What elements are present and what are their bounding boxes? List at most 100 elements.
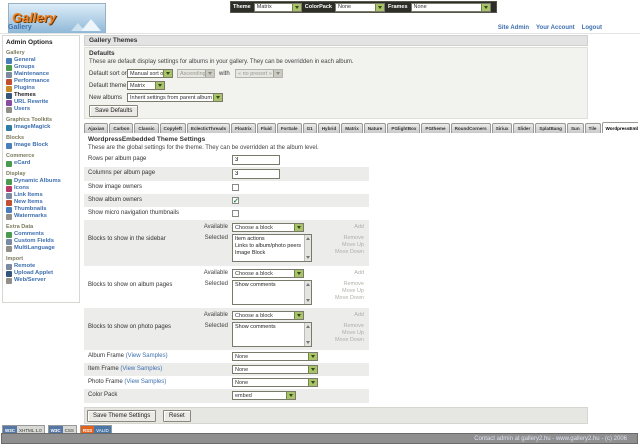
blocks-album-selected-listbox[interactable]: Show comments [232,280,312,305]
remove-link[interactable]: Remove [343,235,364,241]
theme-label: Theme [233,4,251,10]
view-samples-link[interactable]: (View Samples) [120,366,163,372]
sidebar-item-link-items[interactable]: Link Items [6,192,77,199]
list-item[interactable]: Show comments [235,282,276,288]
color-pack-select[interactable]: embed [232,391,296,400]
move-down-link[interactable]: Move Down [334,249,364,255]
tab-siriux[interactable]: Siriux [491,123,513,133]
item-frame-select[interactable]: None [232,365,318,374]
tab-eclecticthreads[interactable]: EclecticThreads [186,123,231,133]
tab-matrix[interactable]: Matrix [341,123,363,133]
tab-copyleft[interactable]: Copyleft [159,123,186,133]
sidebar-item-thumbnails[interactable]: Thumbnails [6,206,77,213]
reset-button[interactable]: Reset [163,410,191,422]
sidebar-item-ecard[interactable]: eCard [6,160,77,167]
tab-ajaxian[interactable]: Ajaxian [84,123,109,133]
tab-fluid[interactable]: Fluid [256,123,276,133]
sidebar-item-custom-fields[interactable]: Custom Fields [6,238,77,245]
list-item[interactable]: Item actions [235,236,265,242]
scrollbar[interactable] [304,323,311,346]
select-value: None [235,379,249,386]
sidebar-item-remote[interactable]: Remote [6,263,77,270]
move-down-link[interactable]: Move Down [334,337,364,343]
sidebar-item-url-rewrite[interactable]: URL Rewrite [6,99,77,106]
sidebar-item-new-items[interactable]: New Items [6,199,77,206]
sidebar-item-web-server[interactable]: Web/Server [6,277,77,284]
sidebar-item-groups[interactable]: Groups [6,64,77,71]
tab-roundcorners[interactable]: RoundCorners [450,123,491,133]
view-samples-link[interactable]: (View Samples) [124,379,167,385]
sidebar-item-maintenance[interactable]: Maintenance [6,71,77,78]
theme-select[interactable]: Matrix [253,2,302,12]
move-up-link[interactable]: Move Up [341,330,364,336]
default-sort-order-select[interactable]: Manual sort order [127,69,173,78]
tab-g1[interactable]: G1 [302,123,317,133]
new-albums-select[interactable]: Inherit settings from parent album [127,93,223,102]
scrollbar[interactable] [304,235,311,261]
frames-select[interactable]: None [410,2,491,12]
colorpack-select[interactable]: None [334,2,385,12]
blocks-album-available-select[interactable]: Choose a block [232,269,304,278]
save-theme-settings-button[interactable]: Save Theme Settings [87,410,157,422]
gallery-logo[interactable]: Gallery [8,3,106,34]
sidebar-item-performance[interactable]: Performance [6,78,77,85]
tab-classic[interactable]: Classic [134,123,159,133]
remove-link[interactable]: Remove [343,281,364,287]
sidebar-item-imagemagick[interactable]: ImageMagick [6,124,77,131]
default-theme-select[interactable]: Matrix [127,81,165,90]
show-image-owners-checkbox[interactable] [232,184,239,191]
sidebar-item-themes[interactable]: Themes [6,92,77,99]
show-micro-nav-checkbox[interactable] [232,210,239,217]
move-down-link[interactable]: Move Down [334,295,364,301]
show-album-owners-checkbox[interactable] [232,197,239,205]
sidebar-item-label: Remote [14,263,36,269]
list-item[interactable]: Links to album/photo peers [235,243,302,249]
tab-tile[interactable]: Tile [584,123,601,133]
blocks-photo-add-link[interactable]: Add [354,312,364,318]
tab-sun[interactable]: Sun [566,123,584,133]
sidebar-item-label: Plugins [14,85,35,91]
blocks-sidebar-selected-listbox[interactable]: Item actions Links to album/photo peers … [232,234,312,262]
sidebar-item-image-block[interactable]: Image Block [6,142,77,149]
tab-slider[interactable]: Slider [513,123,535,133]
tab-nature[interactable]: Nature [363,123,387,133]
photo-frame-select[interactable]: None [232,378,318,387]
site-admin-link[interactable]: Site Admin [497,25,529,31]
sidebar-item-watermarks[interactable]: Watermarks [6,213,77,220]
logout-link[interactable]: Logout [581,25,602,31]
tab-splatbang[interactable]: SplatBang [535,123,566,133]
move-up-link[interactable]: Move Up [341,288,364,294]
tab-hybrid[interactable]: Hybrid [317,123,341,133]
tab-carbon[interactable]: Carbon [109,123,134,133]
sidebar-item-general[interactable]: General [6,57,77,64]
tab-pgtheme[interactable]: PGtheme [421,123,450,133]
list-item[interactable]: Show comments [235,324,276,330]
sidebar-item-comments[interactable]: Comments [6,231,77,238]
scrollbar[interactable] [304,281,311,304]
tab-pglightbox[interactable]: PGlightBox [387,123,421,133]
blocks-photo-selected-listbox[interactable]: Show comments [232,322,312,347]
tab-wordpressembedded[interactable]: WordpressEmbedded [601,122,638,133]
tab-forsale[interactable]: ForSale [276,123,302,133]
tab-floatrix[interactable]: Floatrix [231,123,256,133]
blocks-sidebar-add-link[interactable]: Add [354,224,364,230]
sidebar-item-multilanguage[interactable]: MultiLanguage [6,245,77,252]
sidebar-item-upload-applet[interactable]: Upload Applet [6,270,77,277]
sidebar-item-users[interactable]: Users [6,106,77,113]
save-defaults-button[interactable]: Save Defaults [89,105,139,117]
breadcrumb-gallery-link[interactable]: Gallery [8,24,32,31]
sidebar-item-dynamic-albums[interactable]: Dynamic Albums [6,178,77,185]
blocks-album-add-link[interactable]: Add [354,270,364,276]
list-item[interactable]: Image Block [235,250,266,256]
album-frame-select[interactable]: None [232,352,318,361]
sidebar-item-icons[interactable]: Icons [6,185,77,192]
columns-per-page-input[interactable] [232,169,280,179]
blocks-photo-available-select[interactable]: Choose a block [232,311,304,320]
view-samples-link[interactable]: (View Samples) [125,353,168,359]
rows-per-page-input[interactable] [232,155,280,165]
blocks-sidebar-available-select[interactable]: Choose a block [232,223,304,232]
move-up-link[interactable]: Move Up [341,242,364,248]
remove-link[interactable]: Remove [343,323,364,329]
sidebar-item-plugins[interactable]: Plugins [6,85,77,92]
your-account-link[interactable]: Your Account [536,25,575,31]
